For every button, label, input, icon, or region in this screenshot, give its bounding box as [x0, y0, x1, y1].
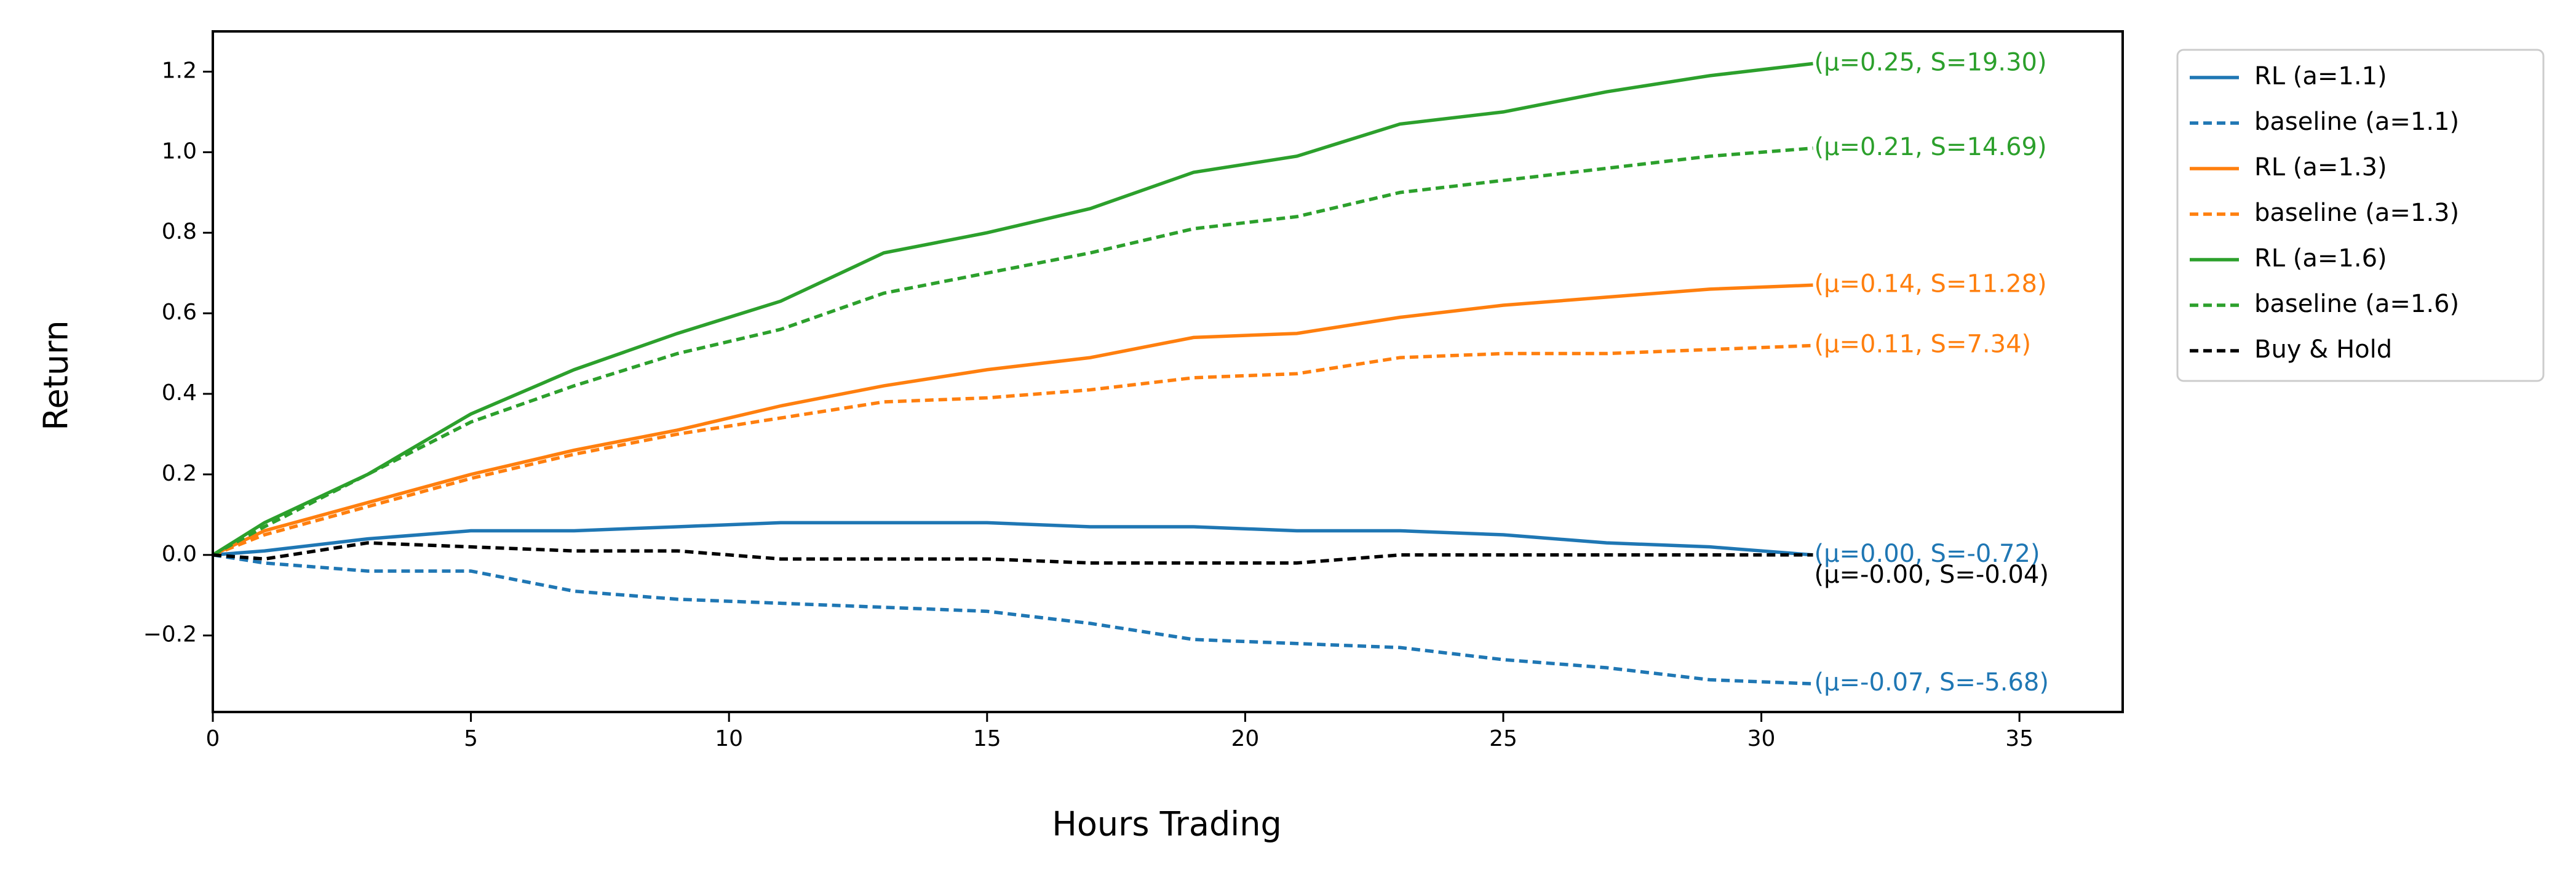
x-tick-label: 30: [1747, 726, 1776, 751]
annotation: (μ=-0.00, S=-0.04): [1814, 561, 2049, 589]
y-tick-label: −0.2: [143, 622, 197, 647]
plot-frame: [212, 30, 2124, 713]
y-tick-label: 1.0: [162, 138, 197, 164]
y-tick-label: 0.0: [162, 542, 197, 567]
series-line: [212, 553, 1813, 686]
legend-label: RL (a=1.1): [2254, 62, 2387, 90]
y-tick-label: 0.8: [162, 219, 197, 244]
y-tick-label: 0.4: [162, 380, 197, 406]
series-line: [212, 343, 1813, 557]
annotation: (μ=0.11, S=7.34): [1814, 330, 2031, 358]
legend-label: RL (a=1.6): [2254, 244, 2387, 273]
x-tick-label: 15: [973, 726, 1001, 751]
x-tick-label: 20: [1231, 726, 1259, 751]
legend-label: baseline (a=1.1): [2254, 108, 2459, 136]
annotation: (μ=0.14, S=11.28): [1814, 270, 2046, 298]
x-tick-label: 35: [2005, 726, 2033, 751]
series-line: [212, 146, 1813, 557]
series-line: [212, 62, 1813, 557]
legend-label: Buy & Hold: [2254, 335, 2392, 364]
legend-box: [2176, 49, 2545, 382]
annotation: (μ=-0.07, S=-5.68): [1814, 668, 2049, 697]
y-axis-label: Return: [37, 320, 76, 430]
x-tick-label: 5: [464, 726, 478, 751]
y-tick-label: 1.2: [162, 58, 197, 83]
x-tick-label: 25: [1489, 726, 1517, 751]
annotation: (μ=0.21, S=14.69): [1814, 133, 2046, 161]
series-line: [212, 283, 1813, 557]
x-tick-label: 0: [206, 726, 220, 751]
series-line: [212, 541, 1813, 565]
series-line: [212, 521, 1813, 557]
x-axis-label: Hours Trading: [1052, 805, 1282, 844]
x-tick-label: 10: [715, 726, 743, 751]
y-tick-label: 0.2: [162, 461, 197, 486]
annotation: (μ=0.00, S=-0.72): [1814, 540, 2040, 568]
annotation: (μ=0.25, S=19.30): [1814, 48, 2046, 76]
y-tick-label: 0.6: [162, 300, 197, 325]
legend-label: RL (a=1.3): [2254, 153, 2387, 182]
legend-label: baseline (a=1.3): [2254, 199, 2459, 227]
legend-label: baseline (a=1.6): [2254, 290, 2459, 318]
